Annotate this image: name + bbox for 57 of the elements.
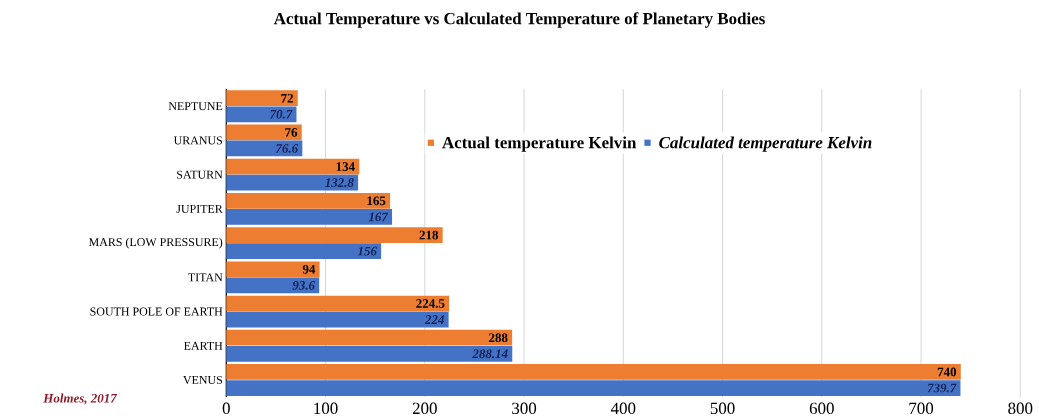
bar: [226, 261, 320, 278]
bar: [226, 295, 450, 312]
data-label: 740: [937, 367, 957, 377]
bar: [226, 345, 513, 362]
data-label: 72: [281, 93, 293, 103]
legend-label: Calculated temperature Kelvin: [659, 136, 872, 152]
data-label: 76: [285, 128, 298, 137]
bar: [226, 311, 449, 328]
x-tick-label: 0: [222, 402, 230, 415]
data-label: 165: [367, 196, 386, 206]
data-label: 739.7: [927, 383, 957, 393]
data-label: 224.5: [416, 299, 445, 308]
x-tick-label: 200: [412, 402, 437, 415]
chart-title: Actual Temperature vs Calculated Temperature of Planetary Bodies: [273, 12, 765, 28]
data-label: 288: [489, 333, 508, 343]
bar: [226, 158, 360, 175]
bar: [226, 106, 297, 123]
bar: [226, 277, 320, 294]
y-tick-label: VENUS: [183, 375, 223, 385]
data-label: 288.14: [472, 349, 508, 359]
y-tick-label: NEPTUNE: [168, 102, 223, 111]
data-label: 94: [302, 264, 316, 274]
legend-label: Actual temperature Kelvin: [442, 136, 637, 152]
bar: [226, 192, 391, 209]
x-tick-label: 700: [909, 402, 934, 415]
y-tick-label: JUPITER: [176, 204, 223, 213]
y-tick-label: EARTH: [183, 341, 223, 350]
x-tick-label: 300: [512, 402, 537, 415]
text: Holmes, 2017: [43, 393, 118, 405]
bar: [226, 243, 382, 260]
data-label: 167: [368, 212, 389, 222]
data-label: 156: [357, 246, 377, 256]
data-label: 70.7: [270, 109, 293, 119]
x-tick-label: 800: [1008, 402, 1033, 415]
bar: [226, 90, 298, 107]
bar: [226, 380, 961, 396]
data-label: 218: [419, 230, 439, 240]
y-tick-label: SATURN: [177, 170, 223, 179]
x-tick-label: 600: [809, 402, 834, 415]
x-tick-label: 100: [314, 402, 338, 415]
x-tick-label: 500: [710, 402, 735, 415]
x-tick-label: 400: [610, 402, 636, 415]
y-tick-label: SOUTH POLE OF EARTH: [90, 307, 223, 316]
bar: [226, 124, 302, 141]
data-label: 134: [336, 162, 355, 171]
bar: [226, 227, 443, 243]
bar: [226, 174, 359, 191]
bar: [226, 329, 513, 346]
data-label: 132.8: [325, 178, 354, 188]
y-tick-label: TITAN: [188, 273, 223, 282]
y-tick-label: URANUS: [173, 136, 223, 145]
bar: [226, 209, 393, 225]
y-tick-label: MARS (LOW PRESSURE): [88, 237, 223, 249]
data-label: 93.6: [292, 280, 315, 290]
bar: [226, 364, 961, 380]
data-label: 224: [424, 315, 445, 324]
data-label: 76.6: [276, 144, 299, 153]
